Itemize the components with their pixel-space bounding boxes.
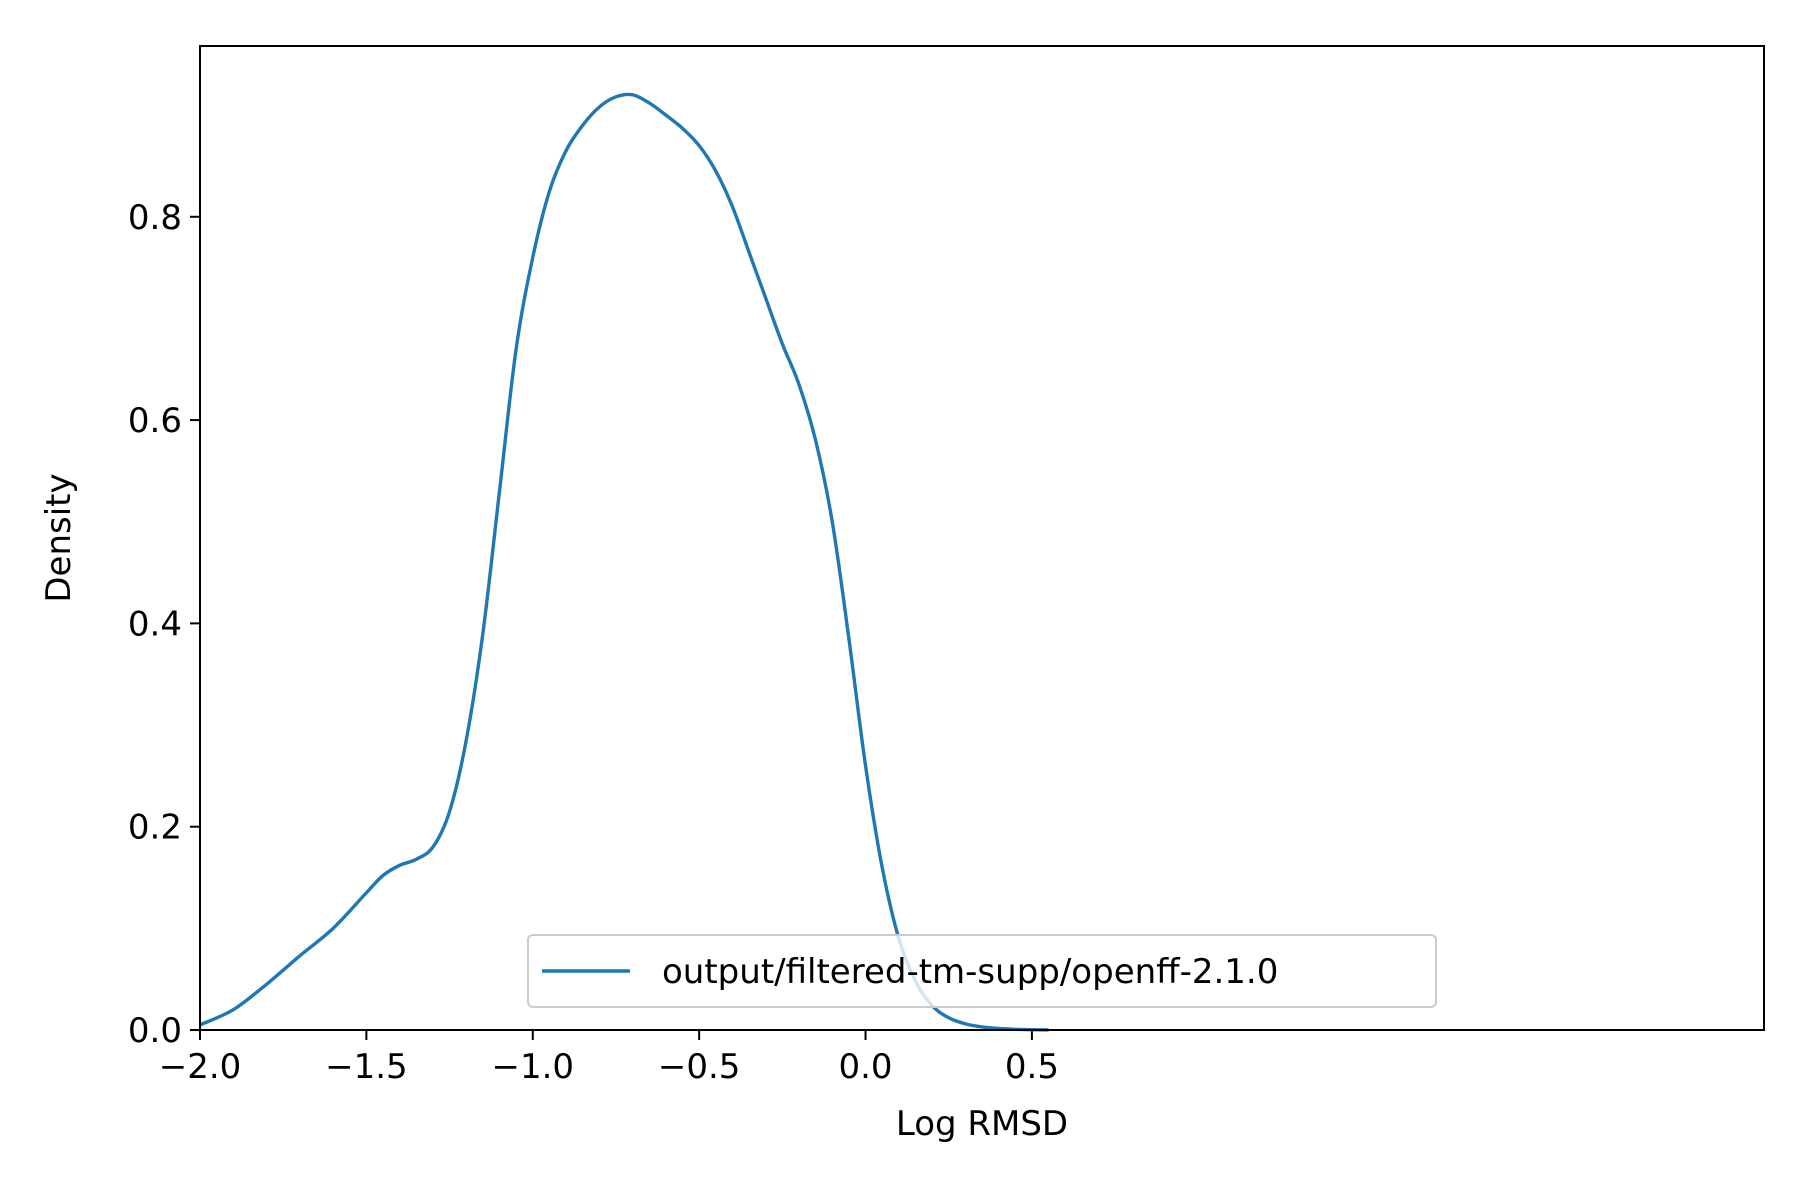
y-tick-label: 0.2 <box>128 808 182 848</box>
x-tick-label: 0.5 <box>1005 1047 1059 1087</box>
axes-frame <box>199 45 1765 1031</box>
y-axis-ticks: 0.0 0.2 0.4 0.6 0.8 <box>128 198 200 1051</box>
y-tick-label: 0.0 <box>128 1011 182 1051</box>
y-tick-label: 0.8 <box>128 198 182 238</box>
x-tick-label: 0.0 <box>838 1047 892 1087</box>
y-tick-label: 0.6 <box>128 401 182 441</box>
x-tick-label: −1.5 <box>325 1047 408 1087</box>
plot-area <box>199 92 1049 1032</box>
x-tick-label: −1.0 <box>491 1047 574 1087</box>
x-axis-label: Log RMSD <box>896 1104 1068 1144</box>
legend-box <box>527 934 1437 1008</box>
x-axis-ticks: −2.0 −1.5 −1.0 −0.5 0.0 0.5 <box>159 1030 1059 1087</box>
legend: output/filtered-tm-supp/openff-2.1.0 <box>527 934 1437 1008</box>
legend-label: output/filtered-tm-supp/openff-2.1.0 <box>662 952 1278 992</box>
density-curve <box>199 92 1049 1032</box>
x-tick-label: −0.5 <box>658 1047 741 1087</box>
y-axis-label: Density <box>39 473 79 602</box>
y-tick-label: 0.4 <box>128 604 182 644</box>
x-tick-label: −2.0 <box>159 1047 242 1087</box>
